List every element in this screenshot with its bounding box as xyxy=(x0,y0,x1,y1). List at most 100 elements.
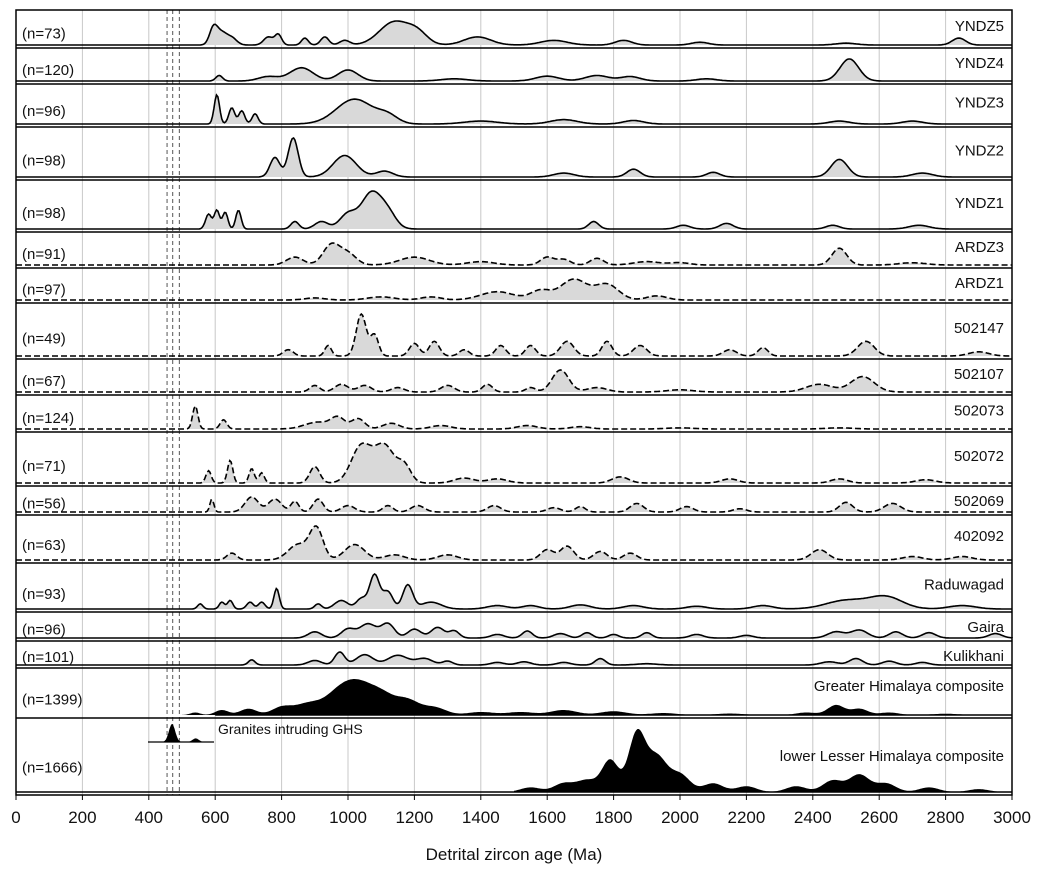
x-tick-label: 1000 xyxy=(329,808,367,827)
series-fill xyxy=(182,497,1012,512)
series-fill xyxy=(182,526,1012,560)
series-panel: (n=96) YNDZ3 xyxy=(16,83,1012,125)
series-line xyxy=(16,496,1012,513)
series-count-label: (n=120) xyxy=(22,62,74,79)
series-panel: (n=97) ARDZ1 xyxy=(16,267,1012,301)
series-fill xyxy=(182,21,1012,45)
series-line xyxy=(16,312,1012,357)
x-tick-label: 1200 xyxy=(395,808,433,827)
series-fill xyxy=(182,652,1012,665)
reference-lines xyxy=(166,10,180,795)
series-panel: (n=67) 502107 xyxy=(16,358,1012,393)
series-line xyxy=(16,58,1012,82)
series-count-label: (n=101) xyxy=(22,649,74,666)
series-count-label: (n=98) xyxy=(22,153,66,170)
series-name-label: YNDZ4 xyxy=(955,55,1004,72)
x-tick-label: 2800 xyxy=(927,808,965,827)
series-panel: (n=120) YNDZ4 xyxy=(16,47,1012,82)
series-panel: (n=56) 502069 xyxy=(16,485,1012,513)
x-tick-label: 2000 xyxy=(661,808,699,827)
inset-area xyxy=(150,724,213,742)
series-line xyxy=(16,369,1012,393)
series-line xyxy=(16,190,1012,230)
series-count-label: (n=73) xyxy=(22,25,66,42)
granite-inset: Granites intruding GHS xyxy=(148,721,363,743)
series-name-label: lower Lesser Himalaya composite xyxy=(780,748,1004,765)
series-line xyxy=(16,278,1012,301)
x-tick-label: 400 xyxy=(135,808,163,827)
series-name-label: 502072 xyxy=(954,448,1004,465)
series-name-label: 402092 xyxy=(954,528,1004,545)
series-count-label: (n=97) xyxy=(22,281,66,298)
series-count-label: (n=91) xyxy=(22,246,66,263)
series-count-label: (n=56) xyxy=(22,495,66,512)
series-layer: (n=73) YNDZ5 (n=120) YNDZ4 (n=96) YNDZ3 (n=98)… xyxy=(16,18,1013,793)
x-tick-label: 600 xyxy=(201,808,229,827)
series-count-label: (n=63) xyxy=(22,537,66,554)
series-fill xyxy=(182,443,1012,483)
series-name-label: 502073 xyxy=(954,403,1004,420)
series-name-label: 502147 xyxy=(954,320,1004,337)
series-count-label: (n=71) xyxy=(22,458,66,475)
x-tick-label: 2400 xyxy=(794,808,832,827)
series-count-label: (n=67) xyxy=(22,373,66,390)
x-tick-label: 2600 xyxy=(860,808,898,827)
series-line xyxy=(16,404,1012,430)
series-count-label: (n=124) xyxy=(22,410,74,427)
series-line xyxy=(16,572,1012,610)
series-panel: (n=1666) lower Lesser Himalaya composite xyxy=(16,717,1012,793)
x-tick-label: 3000 xyxy=(993,808,1031,827)
x-tick-label: 1800 xyxy=(595,808,633,827)
series-panel: (n=101) Kulikhani xyxy=(16,640,1012,666)
series-count-label: (n=93) xyxy=(22,586,66,603)
series-panel: (n=124) 502073 xyxy=(16,394,1012,430)
series-name-label: Gaira xyxy=(967,619,1004,636)
series-line xyxy=(16,93,1012,125)
series-name-label: Raduwagad xyxy=(924,577,1004,594)
series-fill xyxy=(182,279,1012,300)
series-fill xyxy=(182,59,1012,81)
series-name-label: YNDZ5 xyxy=(955,18,1004,35)
series-panel: (n=98) YNDZ2 xyxy=(16,126,1012,178)
series-name-label: YNDZ2 xyxy=(955,143,1004,160)
series-name-label: 502107 xyxy=(954,366,1004,383)
composite-area xyxy=(182,679,1012,715)
series-line xyxy=(16,622,1013,639)
series-panel: (n=73) YNDZ5 xyxy=(16,18,1012,46)
series-line xyxy=(16,651,1012,666)
series-count-label: (n=96) xyxy=(22,103,66,120)
series-panel: (n=93) Raduwagad xyxy=(16,562,1012,610)
series-fill xyxy=(182,138,1012,177)
series-panel: (n=1399) Greater Himalaya composite xyxy=(16,667,1012,716)
series-name-label: YNDZ3 xyxy=(955,95,1004,112)
series-count-label: (n=96) xyxy=(22,621,66,638)
series-count-label: (n=98) xyxy=(22,205,66,222)
series-panel: (n=49) 502147 xyxy=(16,302,1012,357)
series-panel: (n=98) YNDZ1 xyxy=(16,179,1012,230)
composite-area xyxy=(514,729,1012,792)
series-fill xyxy=(182,574,1012,609)
series-name-label: 502069 xyxy=(954,493,1004,510)
series-fill xyxy=(182,623,1012,638)
series-name-label: Kulikhani xyxy=(943,648,1004,665)
series-line xyxy=(16,136,1012,178)
series-panel: (n=63) 402092 xyxy=(16,514,1012,561)
x-tick-label: 2200 xyxy=(727,808,765,827)
series-count-label: (n=49) xyxy=(22,331,66,348)
x-tick-label: 1400 xyxy=(462,808,500,827)
series-name-label: ARDZ3 xyxy=(955,239,1004,256)
series-fill xyxy=(182,314,1012,356)
series-line xyxy=(16,242,1012,266)
series-panel: (n=71) 502072 xyxy=(16,431,1012,484)
plot-frame xyxy=(15,9,1013,796)
x-tick-label: 0 xyxy=(11,808,20,827)
x-tick-label: 200 xyxy=(68,808,96,827)
series-fill xyxy=(182,191,1012,229)
series-line xyxy=(16,20,1012,46)
series-name-label: YNDZ1 xyxy=(955,195,1004,212)
series-panel: (n=91) ARDZ3 xyxy=(16,231,1012,266)
x-tick-label: 800 xyxy=(267,808,295,827)
series-count-label: (n=1399) xyxy=(22,692,82,709)
series-count-label: (n=1666) xyxy=(22,760,82,777)
